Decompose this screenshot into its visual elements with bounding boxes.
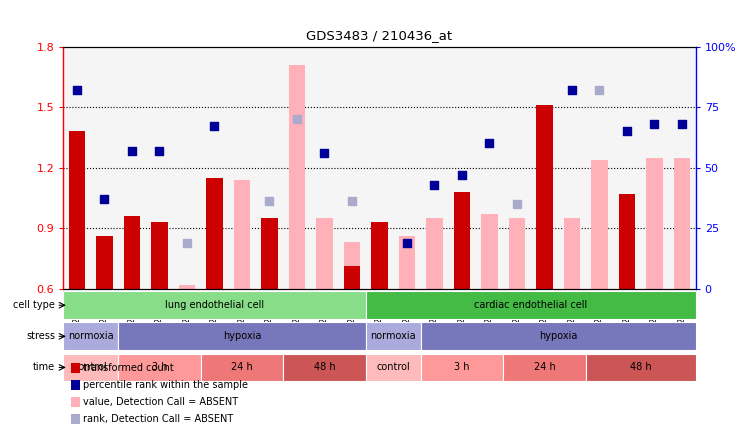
Text: normoxia: normoxia <box>68 331 114 341</box>
Bar <box>426 218 443 289</box>
Bar <box>68 131 86 289</box>
Point <box>126 147 138 154</box>
Bar <box>366 291 696 319</box>
Text: GDS3483 / 210436_at: GDS3483 / 210436_at <box>307 29 452 42</box>
Text: stress: stress <box>26 331 55 341</box>
Point <box>456 171 468 178</box>
Bar <box>366 322 420 350</box>
Text: transformed count: transformed count <box>83 363 173 373</box>
Text: 3 h: 3 h <box>152 362 167 373</box>
Text: normoxia: normoxia <box>371 331 416 341</box>
Bar <box>371 222 388 289</box>
Point <box>346 198 358 205</box>
Bar <box>344 266 360 289</box>
Bar <box>399 236 415 289</box>
Bar <box>509 218 525 289</box>
Bar <box>63 353 118 381</box>
Bar <box>96 236 113 289</box>
Text: cardiac endothelial cell: cardiac endothelial cell <box>474 300 587 310</box>
Point <box>429 181 440 188</box>
Point <box>594 87 606 94</box>
Point <box>263 198 275 205</box>
Point <box>621 128 633 135</box>
Bar <box>289 65 305 289</box>
Bar <box>481 214 498 289</box>
Point <box>71 87 83 94</box>
Point <box>484 140 496 147</box>
Bar <box>63 322 118 350</box>
Bar <box>591 159 608 289</box>
Bar <box>179 285 195 289</box>
Bar <box>619 194 635 289</box>
Point <box>566 87 578 94</box>
Bar <box>646 158 663 289</box>
Text: control: control <box>376 362 410 373</box>
Bar <box>454 192 470 289</box>
Text: control: control <box>74 362 108 373</box>
Bar <box>206 178 222 289</box>
Bar <box>261 218 278 289</box>
Point <box>153 147 165 154</box>
Bar <box>503 353 586 381</box>
Text: hypoxia: hypoxia <box>539 331 577 341</box>
Bar <box>118 322 366 350</box>
Bar <box>586 353 696 381</box>
Bar <box>536 105 553 289</box>
Bar <box>201 353 283 381</box>
Bar <box>151 222 167 289</box>
Point <box>318 150 330 157</box>
Bar <box>118 353 201 381</box>
Bar <box>283 353 366 381</box>
Text: time: time <box>33 362 55 373</box>
Text: 24 h: 24 h <box>231 362 253 373</box>
Text: percentile rank within the sample: percentile rank within the sample <box>83 380 248 390</box>
Point <box>291 116 303 123</box>
Bar <box>366 353 420 381</box>
Bar <box>673 158 690 289</box>
Bar <box>234 180 250 289</box>
Point <box>676 120 688 127</box>
Text: 48 h: 48 h <box>630 362 652 373</box>
Bar <box>316 218 333 289</box>
Text: rank, Detection Call = ABSENT: rank, Detection Call = ABSENT <box>83 414 233 424</box>
Text: 24 h: 24 h <box>533 362 555 373</box>
Point <box>649 120 661 127</box>
Bar <box>124 216 140 289</box>
Point <box>401 239 413 246</box>
Point <box>208 123 220 130</box>
Text: lung endothelial cell: lung endothelial cell <box>165 300 264 310</box>
Text: 48 h: 48 h <box>314 362 336 373</box>
Point <box>181 239 193 246</box>
Text: cell type: cell type <box>13 300 55 310</box>
Text: value, Detection Call = ABSENT: value, Detection Call = ABSENT <box>83 397 238 407</box>
Point <box>98 195 110 202</box>
Text: hypoxia: hypoxia <box>222 331 261 341</box>
Bar <box>564 218 580 289</box>
Text: 3 h: 3 h <box>454 362 469 373</box>
Bar <box>420 322 696 350</box>
Bar <box>63 291 366 319</box>
Bar <box>420 353 503 381</box>
Point <box>511 200 523 207</box>
Bar <box>344 242 360 289</box>
